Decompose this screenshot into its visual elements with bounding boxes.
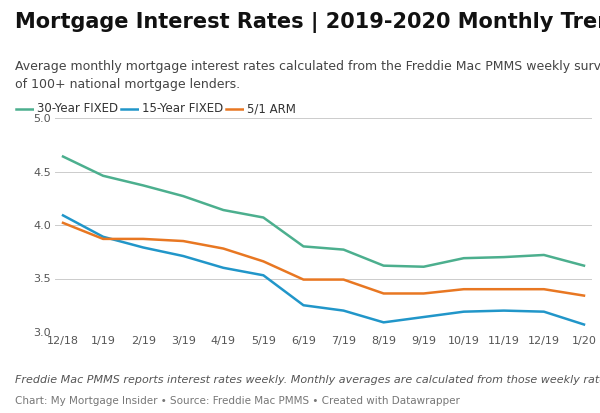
Text: 30-Year FIXED: 30-Year FIXED (37, 102, 118, 115)
Text: Chart: My Mortgage Insider • Source: Freddie Mac PMMS • Created with Datawrapper: Chart: My Mortgage Insider • Source: Fre… (15, 396, 460, 406)
Text: Average monthly mortgage interest rates calculated from the Freddie Mac PMMS wee: Average monthly mortgage interest rates … (15, 60, 600, 91)
Text: Freddie Mac PMMS reports interest rates weekly. Monthly averages are calculated : Freddie Mac PMMS reports interest rates … (15, 375, 600, 385)
Text: 15-Year FIXED: 15-Year FIXED (142, 102, 223, 115)
Text: Mortgage Interest Rates | 2019-2020 Monthly Trends: Mortgage Interest Rates | 2019-2020 Mont… (15, 12, 600, 33)
Text: 5/1 ARM: 5/1 ARM (247, 102, 296, 115)
